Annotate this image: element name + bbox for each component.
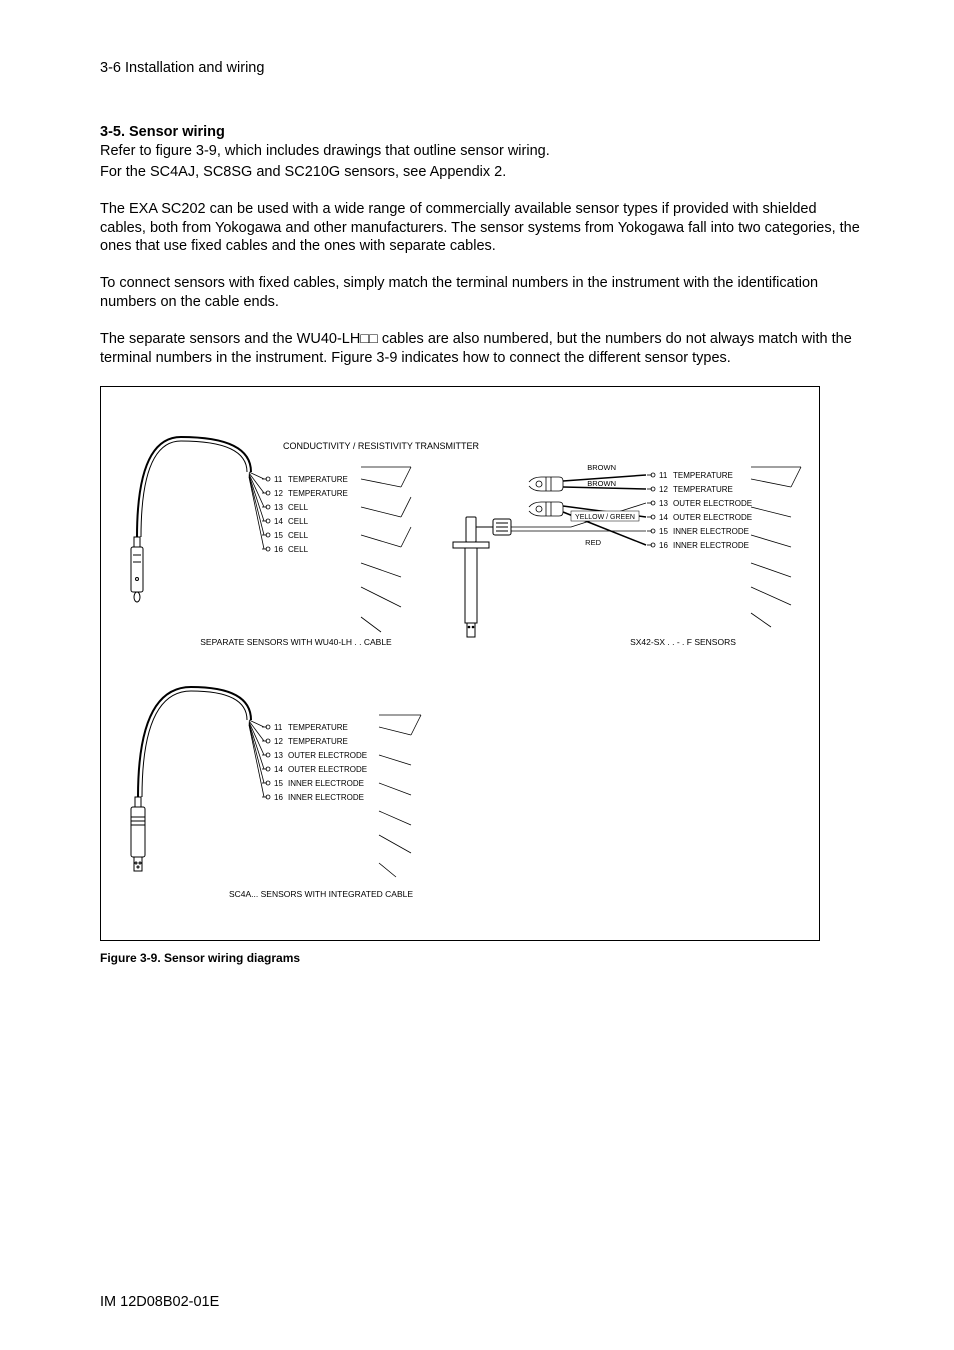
svg-text:CELL: CELL [288,517,309,526]
svg-text:14: 14 [274,765,283,774]
transmitter-title: CONDUCTIVITY / RESISTIVITY TRANSMITTER [283,441,480,451]
svg-text:11: 11 [274,723,283,732]
left-sensor-block: 11 TEMPERATURE 12 TEMPERATURE 13 CELL 14 CELL 15… [131,437,411,647]
svg-text:OUTER ELECTRODE: OUTER ELECTRODE [673,513,752,522]
para4: The separate sensors and the WU40-LH□□ c… [100,330,864,368]
svg-text:CELL: CELL [288,531,309,540]
page-header: 3-6 Installation and wiring [100,60,864,76]
svg-text:16: 16 [659,541,668,550]
svg-text:OUTER ELECTRODE: OUTER ELECTRODE [288,751,367,760]
svg-text:12: 12 [659,485,668,494]
svg-text:16: 16 [274,545,283,554]
svg-text:CELL: CELL [288,545,309,554]
svg-text:RED: RED [585,538,601,547]
svg-text:INNER ELECTRODE: INNER ELECTRODE [288,779,364,788]
svg-text:TEMPERATURE: TEMPERATURE [673,485,733,494]
svg-text:13: 13 [274,503,283,512]
left-terminals: 11 TEMPERATURE 12 TEMPERATURE 13 CELL 14 CELL 15… [262,475,348,554]
svg-text:12: 12 [274,489,283,498]
svg-text:CELL: CELL [288,503,309,512]
page-footer: IM 12D08B02-01E [100,1294,219,1310]
svg-text:11: 11 [274,475,283,484]
figure-caption: Figure 3-9. Sensor wiring diagrams [100,951,864,965]
svg-text:15: 15 [274,531,283,540]
svg-text:16: 16 [274,793,283,802]
svg-text:BROWN: BROWN [587,479,616,488]
bottom-terminals: 11 TEMPERATURE 12 TEMPERATURE 13 OUTER ELECTR… [262,723,367,802]
right-terminals: 11 TEMPERATURE 12 TEMPERATURE 13 OUTER ELECTR… [647,471,752,550]
para1-line2: For the SC4AJ, SC8SG and SC210G sensors,… [100,163,864,182]
right-caption: SX42-SX . . - . F SENSORS [630,637,736,647]
para2: The EXA SC202 can be used with a wide ra… [100,200,864,257]
svg-text:INNER ELECTRODE: INNER ELECTRODE [673,527,749,536]
left-caption: SEPARATE SENSORS WITH WU40-LH . . CABLE [200,637,392,647]
bottom-caption: SC4A... SENSORS WITH INTEGRATED CABLE [229,889,413,899]
section-title: 3-5. Sensor wiring [100,124,864,140]
para3: To connect sensors with fixed cables, si… [100,274,864,312]
wiring-diagram: CONDUCTIVITY / RESISTIVITY TRANSMITTER [100,386,820,941]
bottom-sensor-block: 11 TEMPERATURE 12 TEMPERATURE 13 OUTER ELECTR… [131,687,421,899]
svg-text:INNER ELECTRODE: INNER ELECTRODE [288,793,364,802]
svg-text:OUTER ELECTRODE: OUTER ELECTRODE [288,765,367,774]
para1-line1: Refer to figure 3-9, which includes draw… [100,142,864,161]
right-sensor-block: BROWN BROWN YELLOW / GREEN RED 11 TEMPERA… [453,463,801,647]
svg-text:TEMPERATURE: TEMPERATURE [288,475,348,484]
svg-text:13: 13 [659,499,668,508]
svg-text:TEMPERATURE: TEMPERATURE [288,489,348,498]
svg-text:TEMPERATURE: TEMPERATURE [288,737,348,746]
svg-text:15: 15 [274,779,283,788]
svg-text:OUTER ELECTRODE: OUTER ELECTRODE [673,499,752,508]
svg-text:14: 14 [274,517,283,526]
svg-text:15: 15 [659,527,668,536]
svg-text:INNER ELECTRODE: INNER ELECTRODE [673,541,749,550]
svg-text:13: 13 [274,751,283,760]
svg-text:14: 14 [659,513,668,522]
svg-text:12: 12 [274,737,283,746]
svg-text:TEMPERATURE: TEMPERATURE [673,471,733,480]
svg-text:TEMPERATURE: TEMPERATURE [288,723,348,732]
svg-text:BROWN: BROWN [587,463,616,472]
svg-text:YELLOW / GREEN: YELLOW / GREEN [575,514,635,521]
section-block: 3-5. Sensor wiring Refer to figure 3-9, … [100,124,864,182]
svg-text:11: 11 [659,471,668,480]
